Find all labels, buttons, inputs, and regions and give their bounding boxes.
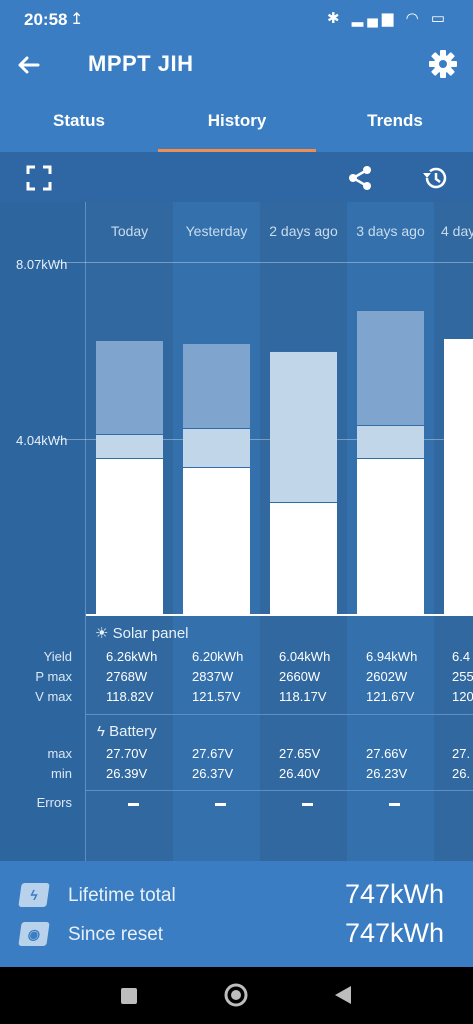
row-label-pmax: P max — [35, 669, 72, 684]
system-nav-bar — [0, 967, 473, 1024]
bar-segment — [357, 311, 424, 427]
bar-segment — [96, 435, 163, 460]
yield-value: 6.94kWh — [366, 649, 418, 664]
bar-segment — [183, 428, 250, 468]
battery-max-value: 27. — [452, 746, 471, 761]
errors-value — [215, 803, 226, 806]
home-button[interactable] — [224, 983, 248, 1007]
day-header: 2 days ago — [269, 223, 338, 239]
share-icon[interactable] — [346, 164, 374, 192]
tab-history[interactable]: History — [158, 95, 316, 152]
y-axis-label: 4.04kWh — [16, 433, 68, 448]
battery-min-value: 26.37V — [192, 766, 234, 781]
bar-segment — [357, 426, 424, 460]
row-label-battery-max: max — [47, 746, 72, 761]
back-arrow-icon[interactable] — [14, 50, 44, 80]
yield-value: 6.26kWh — [106, 649, 158, 664]
tab-status[interactable]: Status — [53, 111, 105, 130]
bar-segment — [444, 339, 473, 614]
row-label-vmax: V max — [35, 689, 72, 704]
vmax-value: 121.67V — [366, 689, 415, 704]
pmax-value: 2837W — [192, 669, 234, 684]
lifetime-total-label: Lifetime total — [68, 885, 176, 906]
battery-min-value: 26.40V — [279, 766, 321, 781]
battery-max-value: 27.65V — [279, 746, 321, 761]
vmax-value: 120 — [452, 689, 473, 704]
lightning-icon: ϟ — [97, 723, 105, 740]
settings-gear-icon[interactable] — [427, 48, 459, 80]
divider — [86, 790, 473, 791]
pmax-value: 2768W — [106, 669, 148, 684]
day-header: Yesterday — [185, 223, 248, 239]
bar-segment — [183, 467, 250, 614]
gridline — [55, 262, 473, 263]
day-header: Today — [110, 223, 149, 239]
bar-segment — [357, 459, 424, 614]
page-title: MPPT JIH — [88, 51, 194, 76]
battery-max-value: 27.66V — [366, 746, 408, 761]
battery-min-value: 26.23V — [366, 766, 408, 781]
bar-segment — [96, 459, 163, 614]
vmax-value: 121.57V — [192, 689, 241, 704]
errors-value — [128, 803, 139, 806]
battery-max-value: 27.67V — [192, 746, 234, 761]
sun-icon: ☀ — [95, 625, 109, 642]
row-label-yield: Yield — [43, 649, 72, 664]
lifetime-total-value: 747kWh — [344, 879, 444, 909]
tab-bar: Status History Trends — [0, 95, 473, 152]
status-indicators: ✱ ▂▄▆ ◠ ▭ — [326, 10, 449, 27]
bar-segment — [183, 343, 250, 429]
history-toolbar — [0, 152, 473, 202]
yield-value: 6.04kWh — [279, 649, 331, 664]
row-label-errors: Errors — [36, 795, 72, 810]
errors-value — [389, 803, 400, 806]
totals-panel: ϟ Lifetime total 747kWh ◉ Since reset 74… — [0, 861, 473, 967]
fullscreen-icon[interactable] — [25, 164, 53, 192]
app-bar: MPPT JIH — [0, 40, 473, 95]
since-reset-value: 747kWh — [344, 918, 444, 948]
bar-segment — [270, 352, 337, 503]
errors-value — [302, 803, 313, 806]
solar-panel-heading: ☀ Solar panel — [95, 625, 189, 642]
history-icon[interactable] — [421, 164, 449, 192]
battery-min-value: 26. — [452, 766, 471, 781]
pmax-value: 255 — [452, 669, 473, 684]
day-header: 3 days ago — [356, 223, 425, 239]
status-time: 20:58 — [24, 10, 68, 29]
since-reset-label: Since reset — [68, 924, 164, 945]
row-label-column — [0, 202, 86, 861]
row-label-battery-min: min — [51, 766, 72, 781]
battery-min-value: 26.39V — [106, 766, 148, 781]
back-button[interactable] — [335, 986, 351, 1004]
y-axis-label: 8.07kWh — [16, 257, 68, 272]
day-header: 4 days ago — [441, 223, 473, 239]
upload-icon: ↥ — [70, 11, 84, 28]
tab-trends[interactable]: Trends — [367, 111, 423, 130]
lightning-badge-icon: ϟ — [18, 883, 50, 907]
chart-baseline — [86, 614, 473, 616]
yield-value: 6.4 — [452, 649, 471, 664]
target-badge-icon: ◉ — [18, 922, 50, 946]
yield-value: 6.20kWh — [192, 649, 244, 664]
status-bar: 20:58 ↥ ✱ ▂▄▆ ◠ ▭ — [0, 0, 473, 40]
bar-segment — [270, 350, 337, 353]
battery-heading: ϟ Battery — [97, 723, 157, 740]
pmax-value: 2602W — [366, 669, 408, 684]
divider — [86, 714, 473, 715]
pmax-value: 2660W — [279, 669, 321, 684]
gridline — [55, 439, 473, 440]
bar-segment — [270, 502, 337, 614]
vmax-value: 118.17V — [279, 689, 327, 704]
recents-button[interactable] — [121, 988, 137, 1004]
vmax-value: 118.82V — [106, 689, 154, 704]
battery-max-value: 27.70V — [106, 746, 148, 761]
bar-segment — [96, 340, 163, 436]
